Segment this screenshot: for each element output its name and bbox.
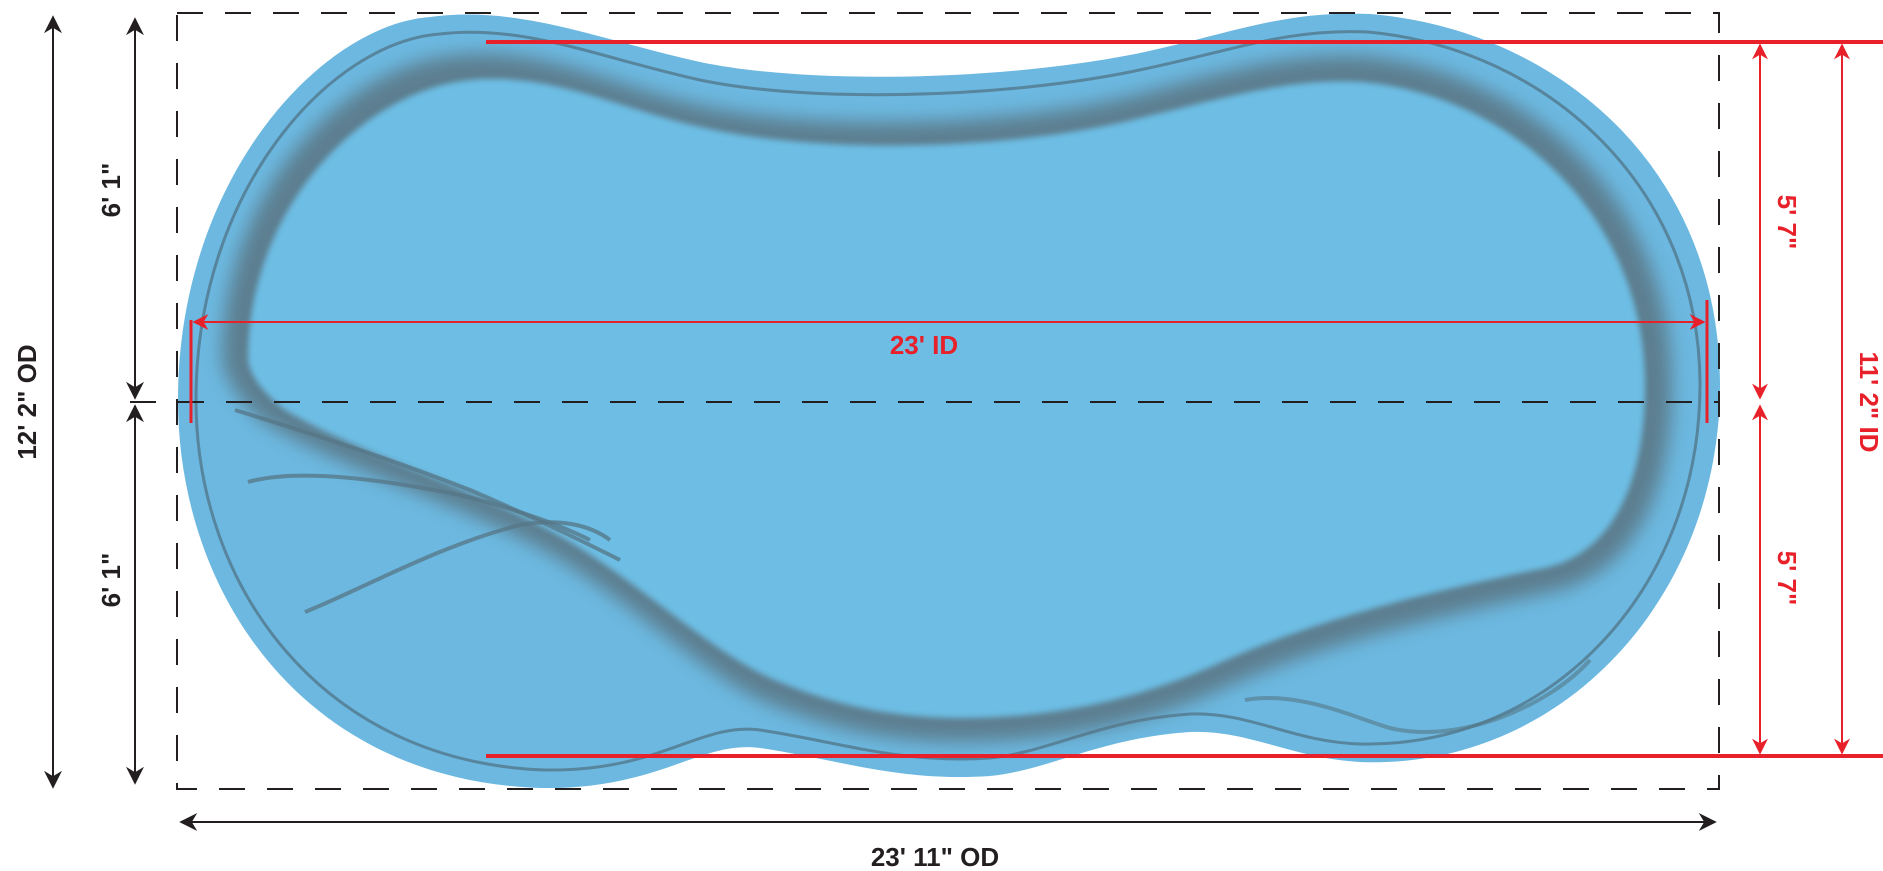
outer-width-label: 12' 2" OD	[12, 344, 42, 459]
bench-line-3	[304, 520, 612, 614]
bench-line-1	[234, 408, 621, 562]
pool-water	[248, 78, 1645, 719]
bench-line-4	[1244, 658, 1592, 734]
pool-rim-edge	[194, 30, 1702, 772]
inner-length-label: 23' ID	[890, 330, 958, 360]
inner-half-bottom-label: 5' 7"	[1772, 551, 1802, 606]
inner-width-label: 11' 2" ID	[1854, 352, 1883, 453]
half-width-top-label: 6' 1"	[96, 163, 126, 218]
outer-length-label: 23' 11" OD	[871, 842, 999, 871]
bench-line-2	[247, 473, 591, 542]
inner-half-top-label: 5' 7"	[1772, 195, 1802, 250]
half-width-bottom-label: 6' 1"	[96, 553, 126, 608]
